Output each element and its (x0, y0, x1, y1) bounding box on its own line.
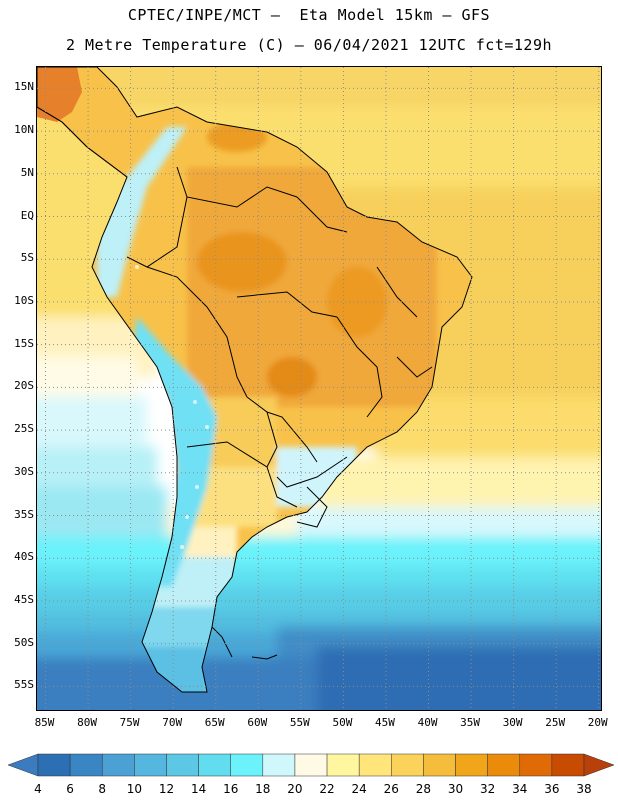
colorbar-low-arrow (7, 753, 39, 777)
colorbar-high-arrow (583, 753, 615, 777)
map-title-line-1: CPTEC/INPE/MCT – Eta Model 15km – GFS (127, 6, 491, 24)
colorbar-swatch (166, 753, 199, 777)
colorbar (7, 753, 615, 777)
lon-tick-label: 65W (204, 716, 225, 729)
colorbar-tick-label: 38 (576, 782, 592, 796)
colorbar-swatch (551, 753, 585, 777)
colorbar-swatch (326, 753, 360, 777)
colorbar-swatch (198, 753, 231, 777)
lat-tick-label: 35S (14, 507, 34, 521)
lat-tick-label: 5N (20, 165, 34, 179)
lat-tick-label: 55S (14, 678, 34, 692)
colorbar-swatch (391, 753, 424, 777)
colorbar-tick-label: 16 (223, 782, 239, 796)
colorbar-tick-label: 32 (480, 782, 496, 796)
colorbar-swatch (455, 753, 488, 777)
lon-tick-label: 50W (332, 716, 353, 729)
lon-tick-label: 55W (289, 716, 310, 729)
lat-tick-label: 30S (14, 464, 34, 478)
colorbar-tick-label: 6 (66, 782, 74, 796)
colorbar-swatch (519, 753, 553, 777)
colorbar-swatch (294, 753, 328, 777)
colorbar-swatch (358, 753, 392, 777)
lat-tick-label: 5S (20, 251, 34, 265)
colorbar-tick-label: 34 (512, 782, 528, 796)
colorbar-swatch (101, 753, 135, 777)
coastlines-and-borders (37, 67, 473, 693)
colorbar-tick-label: 8 (98, 782, 107, 796)
lon-tick-label: 85W (34, 716, 55, 729)
lon-tick-label: 35W (460, 716, 480, 729)
colorbar-swatch (262, 753, 296, 777)
lon-tick-label: 30W (502, 716, 523, 729)
colorbar-tick-label: 24 (351, 782, 367, 796)
lon-tick-label: 80W (77, 716, 97, 729)
lon-tick-label: 20W (587, 716, 608, 729)
lat-tick-label: EQ (20, 208, 34, 222)
lat-tick-label: 50S (14, 635, 34, 649)
colorbar-tick-label: 12 (158, 782, 175, 796)
lat-tick-label: 10N (14, 123, 34, 137)
colorbar-tick-label: 26 (383, 782, 399, 796)
colorbar-tick-label: 4 (34, 782, 42, 796)
map-title-line-2: 2 Metre Temperature (C) – 06/04/2021 12U… (65, 36, 553, 54)
colorbar-tick-label: 18 (255, 782, 271, 796)
colorbar-tick-label: 28 (415, 782, 432, 796)
colorbar-tick-label: 22 (319, 782, 335, 796)
colorbar-tick-label: 10 (126, 782, 142, 796)
lon-tick-label: 40W (417, 716, 438, 729)
colorbar-tick-label: 14 (190, 782, 207, 796)
lat-tick-label: 40S (14, 550, 34, 564)
colorbar-swatch (69, 753, 103, 777)
colorbar-swatch (37, 753, 71, 777)
lon-tick-label: 25W (545, 716, 566, 729)
lon-tick-label: 45W (375, 716, 395, 729)
colorbar-swatch (134, 753, 167, 777)
colorbar-tick-label: 30 (447, 782, 464, 796)
colorbar-swatch (230, 753, 264, 777)
colorbar-tick-label: 20 (287, 782, 303, 796)
temperature-map (36, 66, 602, 711)
lat-tick-label: 25S (14, 422, 34, 436)
lon-tick-label: 70W (162, 716, 183, 729)
colorbar-tick-label: 36 (544, 782, 560, 796)
lat-tick-label: 15N (14, 80, 34, 94)
lat-tick-label: 20S (14, 379, 34, 393)
lat-tick-label: 15S (14, 336, 34, 350)
colorbar-swatch (487, 753, 521, 777)
temperature-field (37, 67, 601, 710)
colorbar-swatch (423, 753, 456, 777)
lat-tick-label: 45S (14, 592, 34, 606)
central-america-land (37, 67, 82, 122)
lon-tick-label: 60W (247, 716, 268, 729)
lon-tick-label: 75W (119, 716, 140, 729)
lat-tick-label: 10S (14, 293, 34, 307)
